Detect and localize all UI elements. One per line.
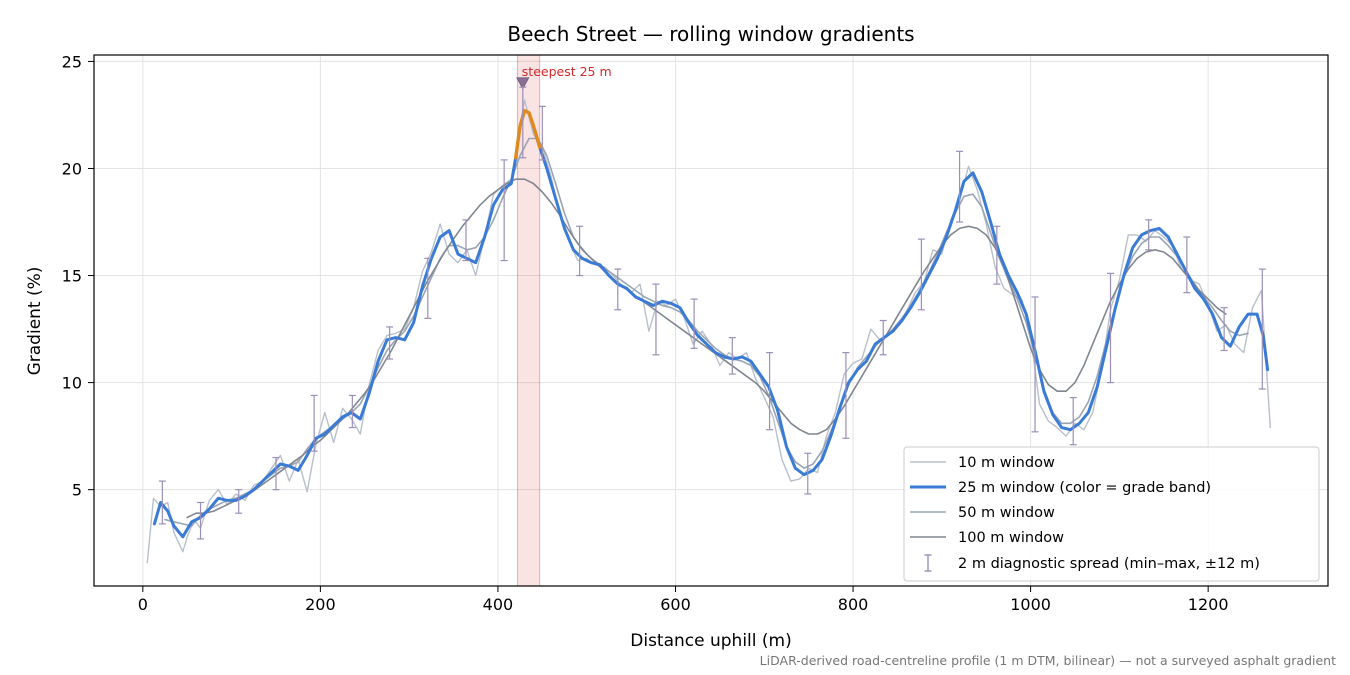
errorbar (519, 86, 527, 159)
legend-label-25m: 25 m window (color = grade band) (958, 480, 1211, 496)
plot-frame (93, 54, 1329, 587)
series-lines (146, 99, 1271, 564)
y-tick-label: 10 (62, 374, 82, 393)
x-tick-label: 600 (660, 595, 691, 614)
y-tick-label: 15 (62, 267, 82, 286)
errorbar (1258, 268, 1266, 390)
errorbar (272, 456, 280, 491)
errorbar (310, 394, 318, 452)
x-tick-label: 800 (838, 595, 869, 614)
errorbar (424, 257, 432, 319)
series-10m-line (146, 99, 1271, 564)
errorbar (614, 268, 622, 311)
chart-title: Beech Street — rolling window gradients (507, 22, 914, 46)
legend-label-50m: 50 m window (958, 505, 1055, 521)
legend-label-errorbar: 2 m diagnostic spread (min–max, ±12 m) (958, 556, 1260, 572)
errorbar (879, 319, 887, 356)
errorbar (917, 238, 925, 311)
errorbar (1031, 296, 1039, 433)
errorbar (1069, 396, 1077, 446)
errorbar (766, 352, 774, 431)
errorbar (235, 489, 243, 514)
errorbar (462, 219, 470, 262)
series-25m-line (152, 109, 1270, 539)
legend-box (903, 446, 1320, 582)
y-axis-label: Gradient (%) (25, 267, 45, 376)
y-axis-ticks: 5 10 15 20 25 (62, 52, 94, 500)
x-axis-label: Distance uphill (m) (630, 631, 791, 651)
x-tick-label: 0 (138, 595, 148, 614)
footnote: LiDAR-derived road-centreline profile (1… (760, 653, 1336, 668)
errorbar (386, 326, 394, 360)
errorbar (197, 501, 205, 540)
errorbar (690, 298, 698, 349)
errorbar (1145, 219, 1153, 251)
x-tick-label: 1200 (1188, 595, 1229, 614)
errorbar (348, 394, 356, 429)
errorbar (500, 159, 508, 262)
y-tick-label: 20 (62, 159, 82, 178)
series-25m-steep-segment (514, 109, 542, 160)
errorbar (956, 150, 964, 223)
errorbar (728, 337, 736, 375)
x-axis-ticks: 0 200 400 600 800 1000 1200 (138, 586, 1229, 614)
errorbar (804, 452, 812, 495)
errorbar (993, 225, 1001, 285)
errorbar (652, 283, 660, 356)
steepest-label: steepest 25 m (522, 64, 612, 79)
errorbar (842, 352, 850, 439)
errorbar (538, 105, 546, 161)
steepest-marker (516, 77, 530, 90)
y-tick-label: 5 (72, 481, 82, 500)
errorbar (1183, 236, 1191, 294)
x-tick-label: 200 (305, 595, 336, 614)
legend-label-100m: 100 m window (958, 530, 1064, 546)
errorbar (158, 480, 166, 525)
y-tick-label: 25 (62, 52, 82, 71)
x-tick-label: 1000 (1010, 595, 1051, 614)
errorbar (576, 225, 584, 277)
steepest-highlight: steepest 25 m (516, 54, 612, 587)
legend: 10 m window 25 m window (color = grade b… (903, 446, 1320, 582)
x-tick-label: 400 (483, 595, 514, 614)
legend-label-10m: 10 m window (958, 455, 1055, 471)
series-100m-line (186, 178, 1227, 519)
errorbars (158, 86, 1266, 540)
errorbar (1220, 307, 1228, 352)
legend-swatch-errorbar (924, 554, 932, 572)
errorbar (1106, 272, 1114, 384)
